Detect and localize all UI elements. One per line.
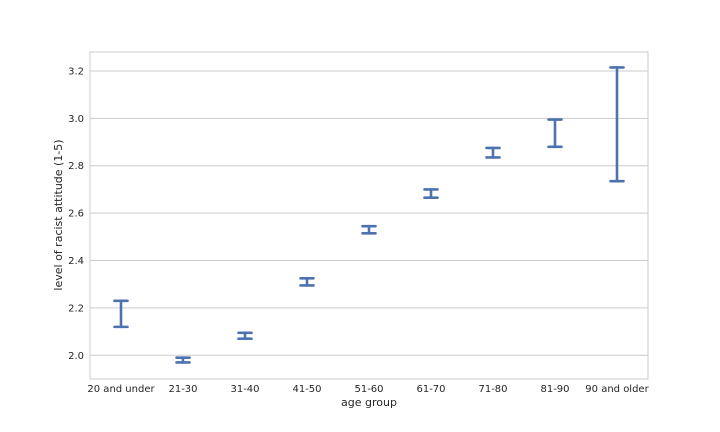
x-axis-label: age group bbox=[341, 396, 397, 409]
y-tick-label: 2.4 bbox=[68, 256, 84, 267]
x-tick-labels: 20 and under 21-30 31-40 41-50 51-60 61-70 71-… bbox=[87, 384, 649, 395]
error-bar bbox=[299, 276, 315, 287]
y-tick-label: 2.2 bbox=[68, 303, 84, 314]
error-bar bbox=[485, 146, 501, 159]
y-tick-label: 3.2 bbox=[68, 66, 84, 77]
error-bars bbox=[113, 66, 625, 364]
error-bar bbox=[609, 66, 625, 183]
x-tick-label: 51-60 bbox=[354, 384, 383, 395]
x-tick-label: 41-50 bbox=[292, 384, 321, 395]
x-tick-label: 20 and under bbox=[87, 384, 155, 395]
x-tick-label: 31-40 bbox=[230, 384, 259, 395]
error-bar bbox=[237, 331, 253, 341]
x-tick-label: 90 and older bbox=[585, 384, 649, 395]
plot-background bbox=[90, 52, 648, 379]
plot-frame bbox=[89, 51, 649, 380]
y-tick-label: 3.0 bbox=[68, 114, 84, 125]
y-axis-label: level of racist attitude (1-5) bbox=[52, 139, 65, 290]
x-tick-label: 71-80 bbox=[478, 384, 507, 395]
gridlines bbox=[90, 70, 648, 356]
error-bar bbox=[423, 188, 439, 200]
y-tick-label: 2.6 bbox=[68, 209, 84, 220]
error-bar bbox=[361, 224, 377, 235]
y-tick-label: 2.0 bbox=[68, 351, 84, 362]
error-bar bbox=[175, 356, 191, 364]
error-bar bbox=[547, 118, 563, 149]
y-tick-labels: 2.0 2.2 2.4 2.6 2.8 3.0 3.2 bbox=[68, 66, 84, 361]
y-tick-label: 2.8 bbox=[68, 161, 84, 172]
error-bar bbox=[113, 299, 129, 329]
x-tick-label: 21-30 bbox=[168, 384, 197, 395]
x-tick-label: 81-90 bbox=[540, 384, 569, 395]
x-tick-label: 61-70 bbox=[416, 384, 445, 395]
